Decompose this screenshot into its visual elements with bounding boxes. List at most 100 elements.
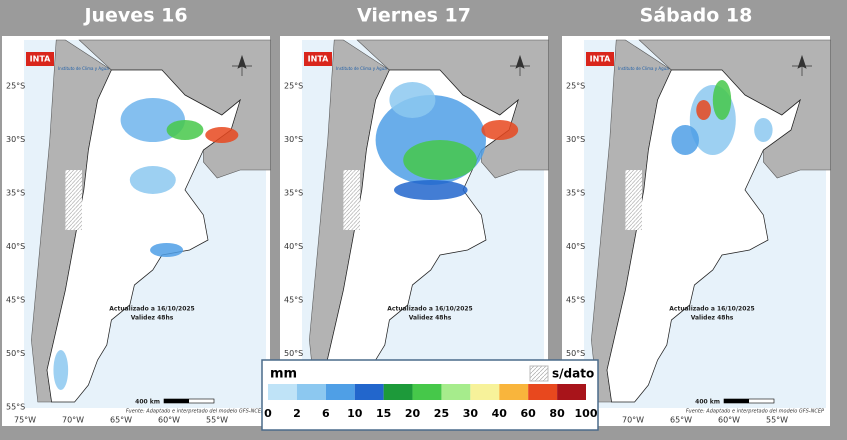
- lon-label: 65°W: [110, 416, 132, 425]
- lat-label: 50°S: [6, 349, 25, 358]
- logo-box: [304, 52, 332, 66]
- legend-swatch: [441, 384, 471, 400]
- source: Fuente: Adaptado e interpretado del mode…: [686, 409, 824, 415]
- lat-label: 30°S: [6, 135, 25, 144]
- institute: Instituto de Clima y Agua: [336, 66, 387, 71]
- map-panel: INTA Instituto de Clima y Agua 25°S 30°S 35°…: [2, 36, 271, 426]
- map: [31, 39, 271, 403]
- no-data-area: [625, 170, 642, 230]
- updated: Actualizado a 16/10/2025: [669, 306, 754, 313]
- rain-area: [205, 127, 239, 143]
- lat-label: 35°S: [6, 189, 25, 198]
- rain-area: [671, 125, 699, 155]
- legend-swatch: [412, 384, 442, 400]
- north-arrow: [232, 54, 252, 76]
- legend-swatch: [528, 384, 558, 400]
- lat-label: 30°S: [284, 135, 303, 144]
- no-data-swatch: [529, 365, 549, 382]
- map: [309, 39, 549, 403]
- legend: mm s/dato 0 2 6 10 15 20 25 30 40 60 80 100: [261, 359, 599, 431]
- lat-label: 45°S: [284, 296, 303, 305]
- day-title: Jueves 16: [82, 5, 187, 27]
- rain-area: [481, 120, 519, 140]
- logo-box: [26, 52, 54, 66]
- lat-label: 40°S: [566, 242, 585, 251]
- validity: Validez 48hs: [691, 315, 734, 322]
- lat-label: 25°S: [566, 82, 585, 91]
- legend-tick: 6: [322, 407, 330, 420]
- lon-label: 75°W: [14, 416, 36, 425]
- lat-label: 55°S: [6, 403, 25, 412]
- rain-area: [403, 140, 477, 180]
- legend-swatch: [354, 384, 384, 400]
- no-data-area: [343, 170, 360, 230]
- legend-swatch: [325, 384, 355, 400]
- day-title: Viernes 17: [357, 5, 471, 27]
- scale-label: 400 km: [695, 399, 720, 406]
- lat-label: 25°S: [284, 82, 303, 91]
- lat-label: 45°S: [6, 296, 25, 305]
- lon-label: 60°W: [158, 416, 180, 425]
- legend-tick: 2: [293, 407, 301, 420]
- scale-bar-fill: [164, 399, 189, 403]
- updated: Actualizado a 16/10/2025: [387, 306, 472, 313]
- legend-unit: mm: [270, 367, 297, 382]
- logo: INTA: [590, 55, 612, 64]
- legend-tick: 25: [434, 407, 449, 420]
- legend-tick: 80: [549, 407, 565, 420]
- lon-label: 65°W: [670, 416, 692, 425]
- logo: INTA: [308, 55, 330, 64]
- lon-label: 70°W: [62, 416, 84, 425]
- lat-label: 40°S: [6, 242, 25, 251]
- source: Fuente: Adaptado e interpretado del mode…: [126, 409, 264, 415]
- legend-swatch: [499, 384, 529, 400]
- lon-label: 55°W: [206, 416, 228, 425]
- institute: Instituto de Clima y Agua: [58, 66, 109, 71]
- north-arrow: [792, 54, 812, 76]
- validity: Validez 48hs: [131, 315, 174, 322]
- updated: Actualizado a 16/10/2025: [109, 306, 194, 313]
- rain-area: [53, 350, 69, 390]
- legend-tick: 100: [575, 407, 598, 420]
- lat-label: 50°S: [566, 349, 585, 358]
- rain-area: [696, 100, 711, 120]
- legend-tick: 30: [463, 407, 479, 420]
- legend-tick: 10: [347, 407, 363, 420]
- legend-no-data: s/dato: [552, 367, 594, 381]
- institute: Instituto de Clima y Agua: [618, 66, 669, 71]
- day-title: Sábado 18: [640, 5, 753, 27]
- legend-swatch: [296, 384, 326, 400]
- lat-label: 40°S: [284, 242, 303, 251]
- lon-label: 70°W: [622, 416, 644, 425]
- north-arrow: [510, 54, 530, 76]
- lat-label: 25°S: [6, 82, 25, 91]
- scale-label: 400 km: [135, 399, 160, 406]
- lon-label: 60°W: [718, 416, 740, 425]
- scale-bar-fill: [724, 399, 749, 403]
- legend-swatch: [470, 384, 500, 400]
- rain-area: [166, 120, 204, 140]
- legend-swatch: [268, 384, 297, 400]
- rain-area: [129, 166, 176, 194]
- no-data-area: [65, 170, 82, 230]
- rain-area: [712, 80, 732, 120]
- map: [591, 39, 831, 403]
- legend-swatch: [383, 384, 413, 400]
- argentina: [606, 69, 801, 403]
- legend-swatch: [557, 384, 586, 400]
- lat-label: 35°S: [566, 189, 585, 198]
- lat-label: 35°S: [284, 189, 303, 198]
- rain-area: [389, 82, 436, 118]
- rain-area: [394, 180, 468, 200]
- legend-tick: 15: [376, 407, 391, 420]
- legend-tick: 20: [405, 407, 421, 420]
- legend-tick: 40: [492, 407, 508, 420]
- legend-tick: 0: [264, 407, 272, 420]
- map-panel: INTA Instituto de Clima y Agua 25°S 30°S 35°…: [562, 36, 831, 426]
- argentina: [46, 69, 241, 403]
- validity: Validez 48hs: [409, 315, 452, 322]
- lon-label: 55°W: [766, 416, 788, 425]
- lat-label: 30°S: [566, 135, 585, 144]
- logo: INTA: [30, 55, 52, 64]
